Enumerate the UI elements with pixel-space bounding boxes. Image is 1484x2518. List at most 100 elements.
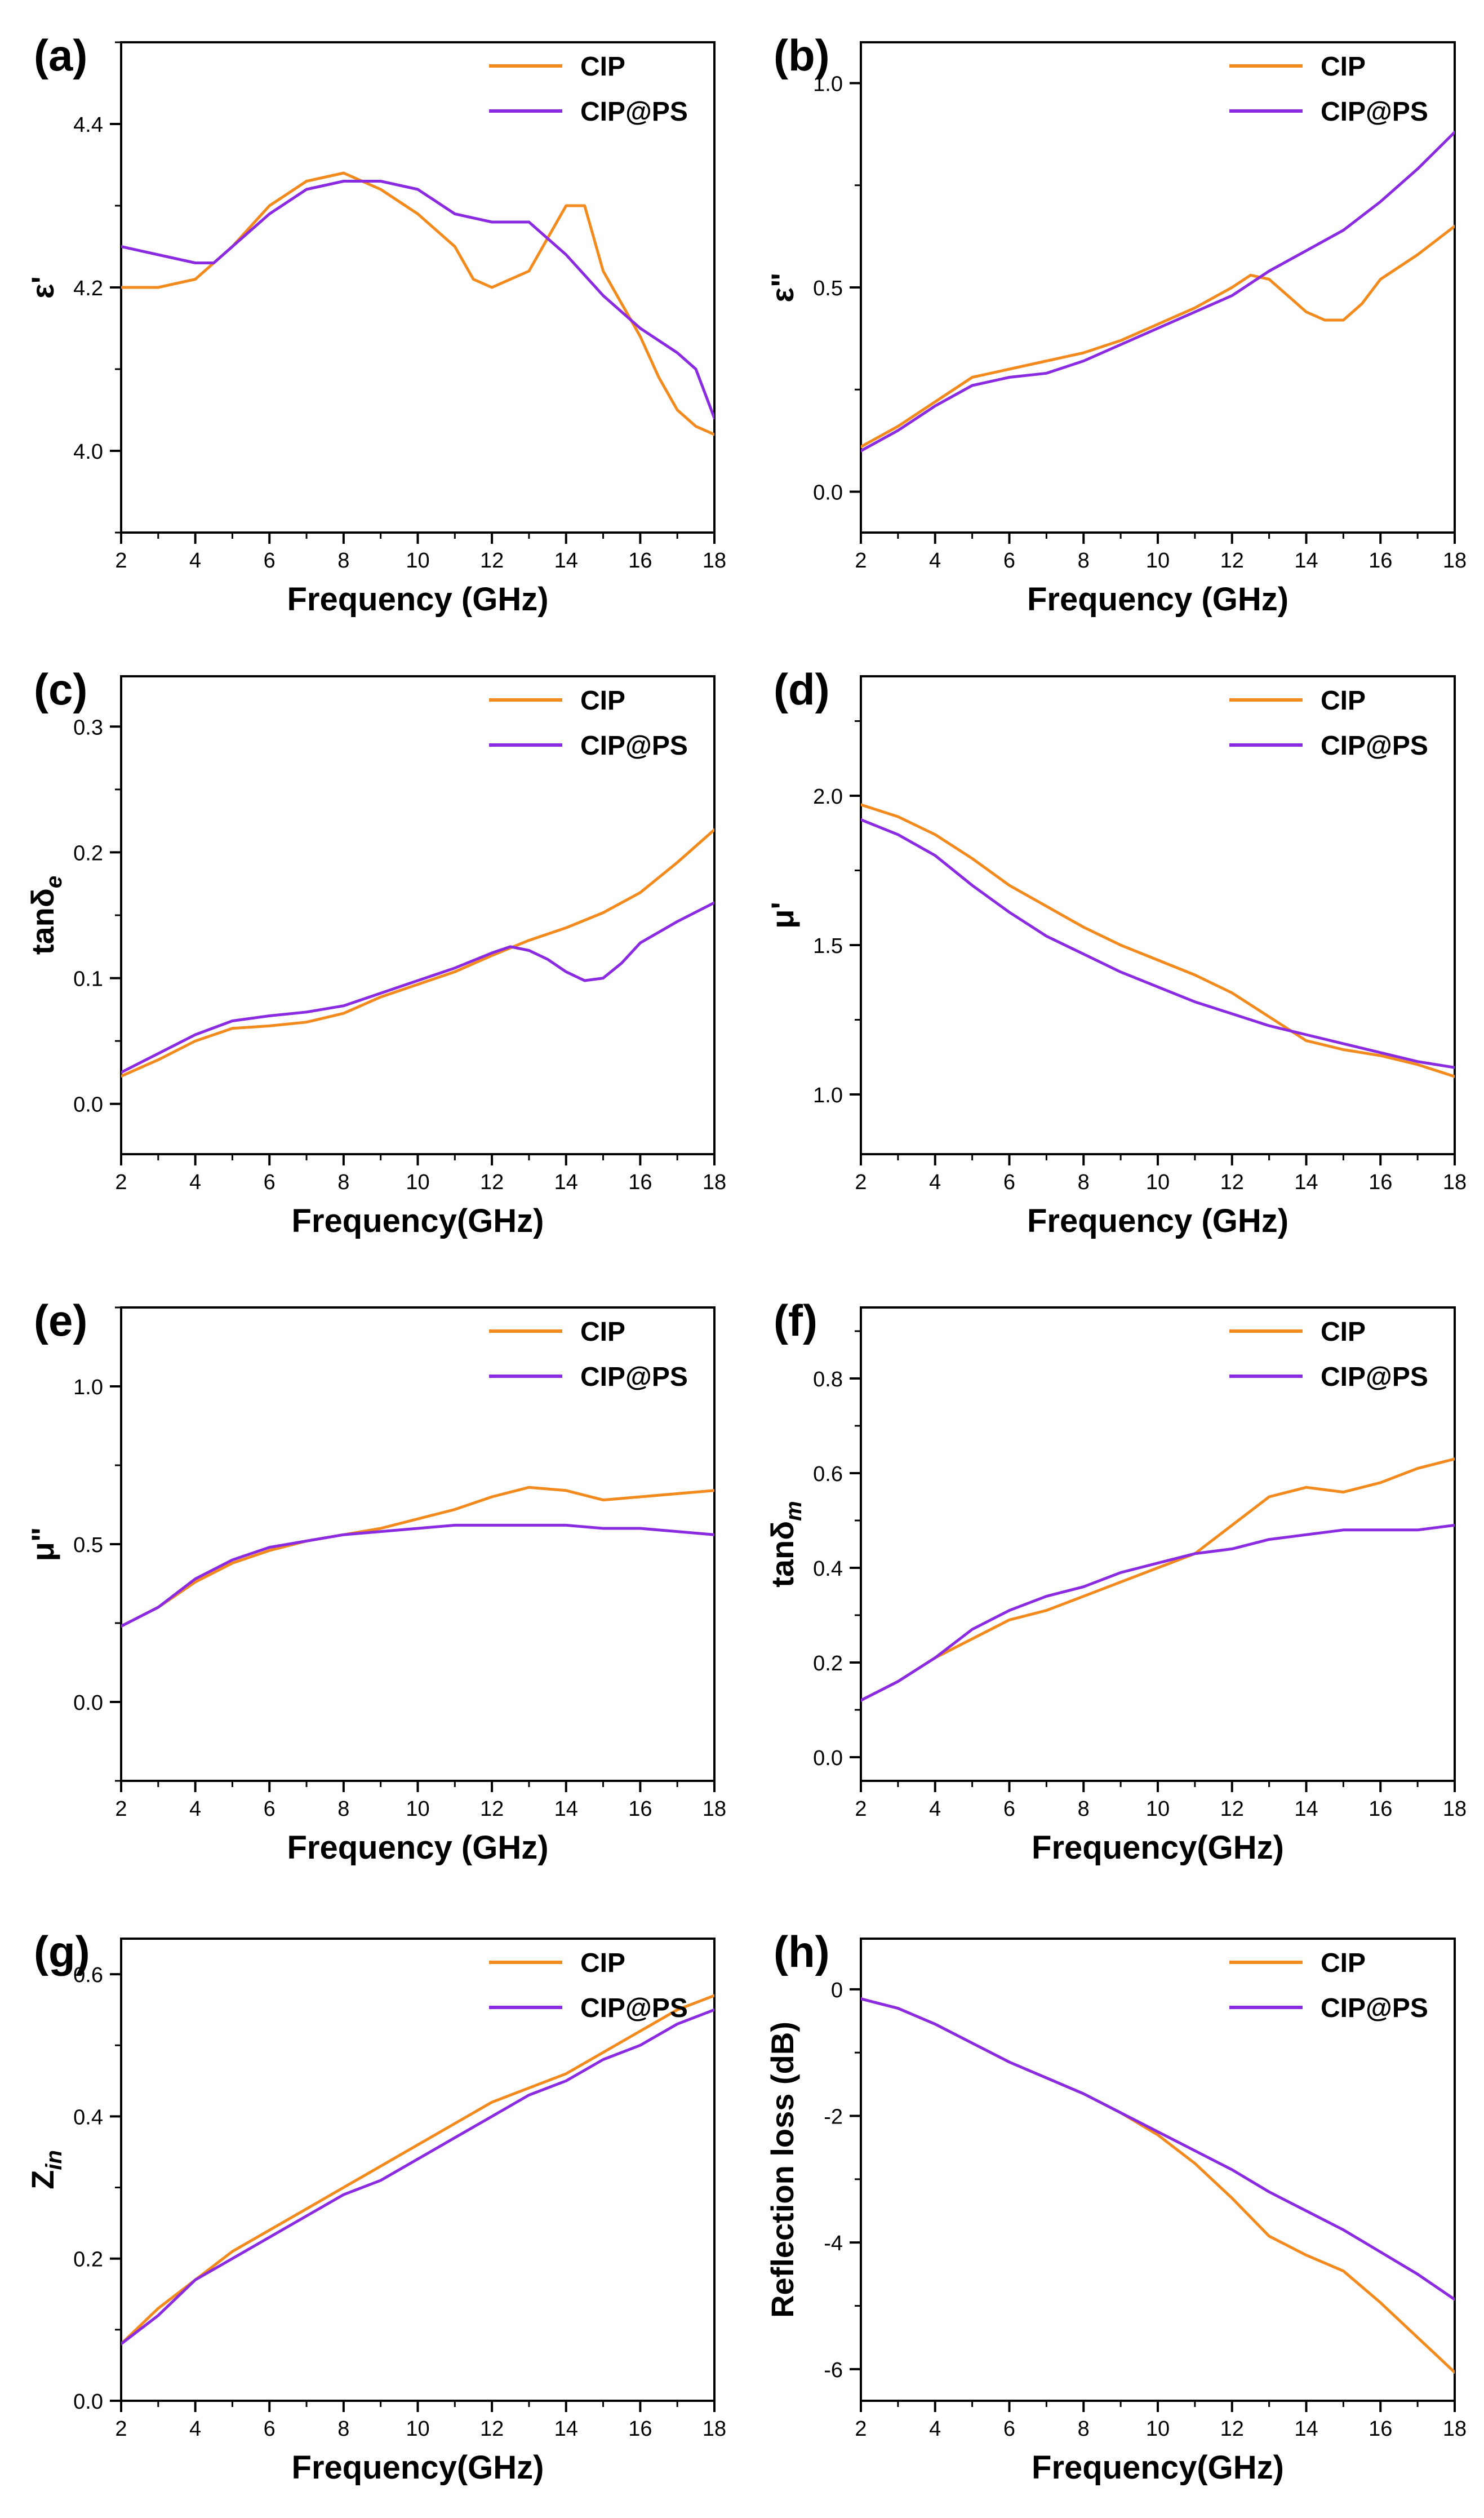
- panel-label: (g): [34, 1927, 90, 1976]
- x-axis-label: Frequency(GHz): [292, 1203, 544, 1239]
- x-tick-label: 6: [264, 1171, 276, 1194]
- y-tick-label: 0.2: [813, 1652, 843, 1675]
- legend-entry: CIP@PS: [1321, 731, 1428, 761]
- x-tick-label: 10: [1146, 1797, 1170, 1821]
- x-tick-label: 2: [115, 1797, 127, 1821]
- x-tick-label: 14: [554, 1797, 578, 1821]
- y-tick-label: 4.2: [73, 277, 103, 300]
- series-line-cip-ps: [121, 180, 714, 420]
- x-tick-label: 2: [855, 549, 867, 573]
- legend-entry: CIP@PS: [580, 1362, 688, 1392]
- x-tick-label: 4: [189, 2417, 201, 2441]
- legend-entry: CIP: [1321, 52, 1366, 82]
- panel-f: 2 4 6 8 10 12 14 16 18 0.0 0.2 0.4 0.6 0.8 Frequency(G…: [765, 1296, 1467, 1866]
- y-tick-label: 0.0: [73, 1691, 103, 1715]
- legend-entry: CIP@PS: [580, 1993, 688, 2023]
- x-tick-label: 18: [1443, 549, 1467, 573]
- x-tick-label: 10: [406, 2417, 429, 2441]
- x-axis-label: Frequency (GHz): [1027, 581, 1288, 618]
- x-tick-label: 4: [929, 549, 941, 573]
- x-tick-label: 8: [337, 2417, 349, 2441]
- x-axis-label: Frequency(GHz): [1032, 2449, 1284, 2486]
- panel-d: 2 4 6 8 10 12 14 16 18 1.0 1.5 2.0 Frequency (GHz) μ'…: [765, 664, 1467, 1239]
- x-tick-label: 16: [628, 1797, 652, 1821]
- x-tick-label: 4: [929, 1797, 941, 1821]
- series-line-cip-ps: [861, 1523, 1455, 1702]
- x-tick-label: 6: [264, 549, 276, 573]
- series-line-cip-ps: [121, 901, 714, 1074]
- series-line-cip: [121, 1994, 714, 2346]
- x-tick-label: 18: [1443, 1171, 1467, 1194]
- x-tick-label: 10: [406, 549, 429, 573]
- x-tick-label: 8: [1078, 1171, 1090, 1194]
- x-tick-label: 8: [337, 549, 349, 573]
- x-tick-label: 14: [554, 2417, 578, 2441]
- panel-a: 2 4 6 8 10 12 14 16 18 4.0 4.2 4.4 Frequency (GHz) ε'…: [25, 30, 726, 618]
- x-tick-label: 10: [1146, 2417, 1170, 2441]
- x-tick-label: 2: [115, 1171, 127, 1194]
- x-tick-label: 16: [1369, 2417, 1392, 2441]
- y-tick-label: 0.2: [73, 841, 103, 865]
- y-axis-label: tanδe: [25, 876, 66, 955]
- x-tick-label: 16: [1369, 1797, 1392, 1821]
- x-tick-label: 12: [1220, 2417, 1244, 2441]
- y-axis-label-main: tanδ: [765, 1521, 800, 1588]
- series-line-cip-ps: [861, 818, 1455, 1069]
- series-line-cip: [121, 171, 714, 436]
- y-tick-label: 0.0: [813, 481, 843, 505]
- x-axis-label: Frequency (GHz): [1027, 1203, 1288, 1239]
- x-tick-label: 4: [189, 549, 201, 573]
- legend-entry: CIP@PS: [580, 97, 688, 127]
- y-axis-label-main: μ': [765, 902, 800, 929]
- y-tick-label: -2: [824, 2105, 843, 2129]
- y-axis-label: μ': [765, 902, 800, 929]
- y-axis-label-main: Reflection loss (dB): [765, 2022, 800, 2318]
- series-line-cip: [861, 224, 1455, 449]
- x-tick-label: 14: [1294, 1171, 1318, 1194]
- x-tick-label: 6: [264, 1797, 276, 1821]
- x-tick-label: 12: [1220, 549, 1244, 573]
- series-line-cip: [861, 1457, 1455, 1702]
- panel-label: (a): [34, 30, 87, 80]
- y-axis-label: ε": [765, 272, 800, 302]
- x-tick-label: 14: [554, 549, 578, 573]
- panel-label: (d): [774, 664, 830, 714]
- legend-entry: CIP: [1321, 686, 1366, 716]
- y-tick-label: 0.3: [73, 716, 103, 739]
- x-tick-label: 18: [1443, 2417, 1467, 2441]
- x-tick-label: 6: [1003, 549, 1015, 573]
- y-tick-label: 0.0: [813, 1746, 843, 1770]
- x-axis-label: Frequency (GHz): [287, 581, 548, 618]
- y-tick-label: 2.0: [813, 785, 843, 809]
- legend-entry: CIP: [580, 1948, 625, 1978]
- x-tick-label: 18: [703, 2417, 726, 2441]
- x-tick-label: 2: [855, 1797, 867, 1821]
- x-tick-label: 10: [1146, 549, 1170, 573]
- y-axis-label-subscript: in: [42, 2150, 66, 2170]
- x-tick-label: 4: [929, 2417, 941, 2441]
- x-tick-label: 12: [480, 1797, 504, 1821]
- x-axis-label: Frequency (GHz): [287, 1829, 548, 1866]
- series-line-cip: [121, 1486, 714, 1628]
- legend-entry: CIP: [1321, 1317, 1366, 1347]
- y-tick-label: 0.2: [73, 2248, 103, 2272]
- x-tick-label: 10: [406, 1797, 429, 1821]
- x-tick-label: 6: [1003, 1171, 1015, 1194]
- y-tick-label: 0.5: [813, 277, 843, 300]
- x-tick-label: 16: [1369, 549, 1392, 573]
- y-tick-label: 0.6: [813, 1462, 843, 1486]
- x-tick-label: 14: [1294, 549, 1318, 573]
- series-line-cip-ps: [121, 1523, 714, 1628]
- x-tick-label: 12: [480, 1171, 504, 1194]
- y-axis-label-main: μ": [25, 1527, 60, 1562]
- y-tick-label: 0.8: [813, 1368, 843, 1391]
- y-tick-label: 0.1: [73, 968, 103, 991]
- y-tick-label: 0.4: [73, 2105, 103, 2129]
- x-tick-label: 8: [337, 1171, 349, 1194]
- x-tick-label: 4: [929, 1171, 941, 1194]
- y-axis-label-main: ε': [25, 276, 60, 299]
- x-tick-label: 2: [115, 2417, 127, 2441]
- y-tick-label: 0.0: [73, 1093, 103, 1117]
- panel-label: (e): [34, 1296, 87, 1345]
- y-axis-label-main: tanδ: [25, 888, 60, 955]
